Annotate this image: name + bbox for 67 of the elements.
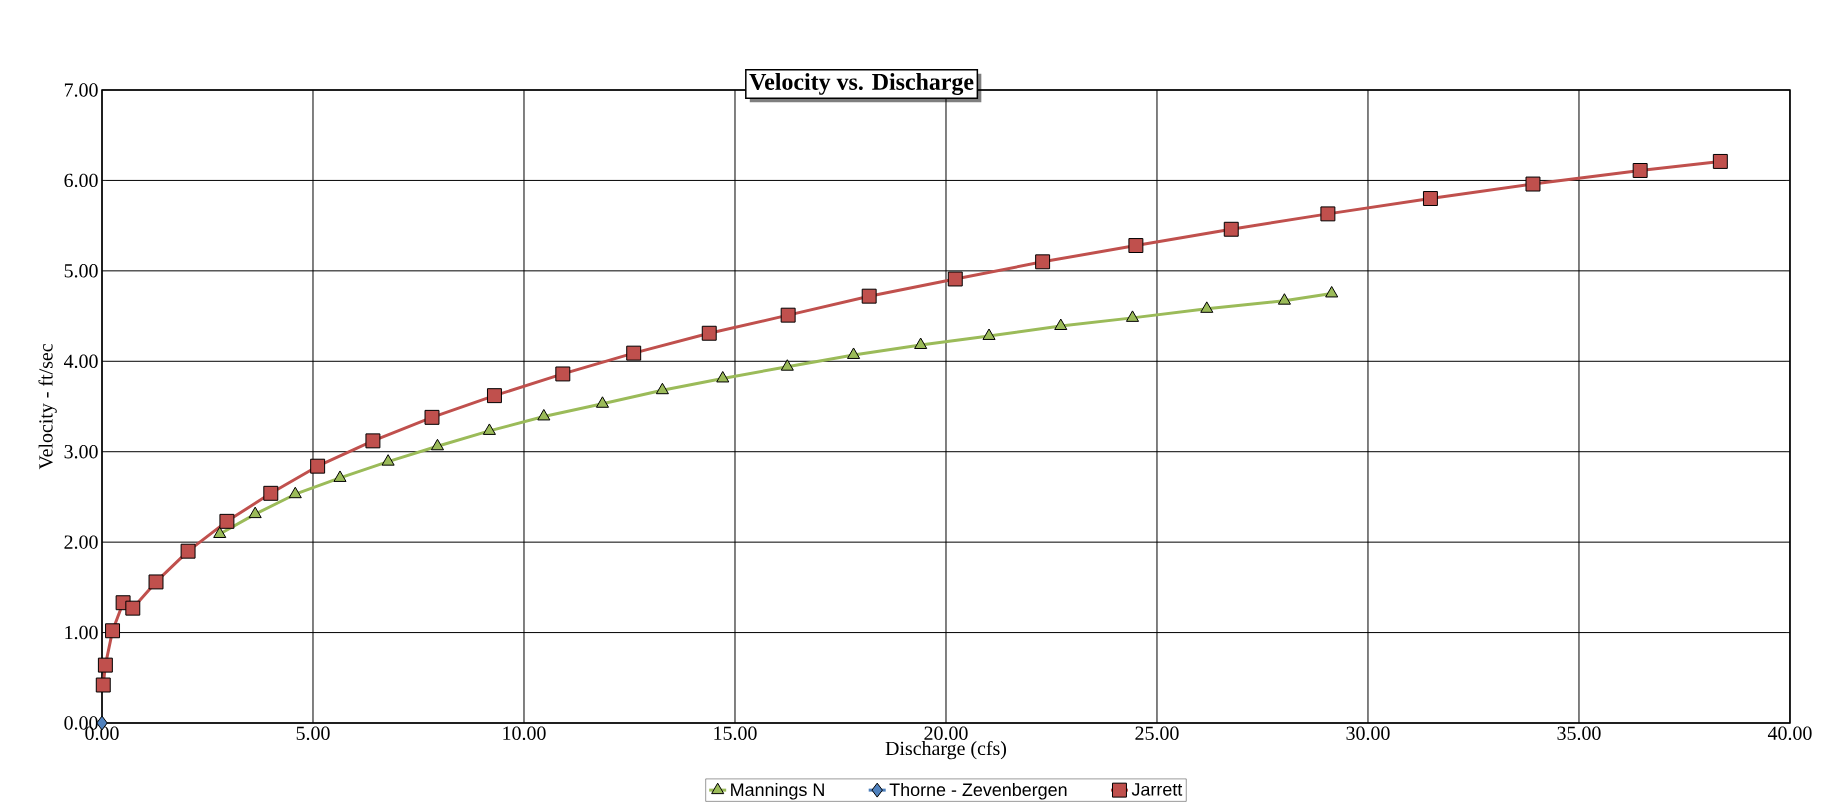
point: [333, 470, 347, 482]
x-tick-label: 25.00: [1135, 726, 1179, 741]
point: [288, 486, 302, 499]
point: [861, 288, 877, 304]
point: [1223, 221, 1239, 237]
point: [1525, 176, 1541, 192]
x-tick-label: 5.00: [296, 726, 330, 741]
point: [424, 409, 440, 425]
point: [365, 433, 381, 449]
point: [95, 677, 111, 693]
x-tick-label: 20.00: [924, 726, 968, 741]
point: [1712, 153, 1728, 169]
point: [655, 382, 669, 395]
x-tick-label: 35.00: [1557, 726, 1601, 741]
point: [1325, 285, 1339, 298]
y-tick-label: 1.00: [65, 625, 98, 640]
legend-label: Thorne - Zevenbergen: [889, 782, 1067, 800]
point: [780, 359, 794, 371]
legend-label: Mannings N: [731, 782, 824, 800]
x-tick-label: 15.00: [714, 726, 757, 741]
point: [381, 454, 395, 466]
chart-title: Velocity vs. Discharge: [749, 73, 974, 95]
point: [263, 485, 279, 501]
point: [97, 657, 113, 673]
y-tick-label: 7.00: [64, 83, 98, 97]
y-tick-label: 3.00: [64, 444, 98, 459]
point: [595, 396, 610, 408]
point: [701, 325, 717, 341]
point: [105, 623, 121, 639]
point: [219, 513, 235, 529]
point: [430, 438, 445, 451]
point: [1035, 254, 1051, 270]
point: [1422, 191, 1438, 206]
point: [213, 526, 227, 538]
x-tick-label: 40.00: [1767, 726, 1812, 741]
point: [310, 458, 326, 474]
point: [982, 328, 996, 340]
point: [486, 388, 502, 404]
point: [1125, 310, 1140, 322]
point: [537, 408, 551, 421]
point: [914, 337, 928, 349]
point: [125, 600, 141, 616]
point: [1054, 318, 1068, 330]
x-tick-label: 10.00: [503, 726, 546, 741]
point: [716, 370, 730, 383]
point: [947, 271, 963, 287]
point: [1320, 206, 1336, 222]
point: [1128, 238, 1144, 254]
legend-label: Jarrett: [1131, 783, 1183, 796]
point: [780, 307, 796, 323]
y-tick-label: 2.00: [64, 535, 98, 549]
point: [1200, 301, 1214, 313]
x-axis-title: Discharge (cfs): [885, 740, 1007, 760]
point: [1277, 293, 1291, 305]
y-tick-label: 5.00: [64, 264, 98, 278]
point: [1632, 163, 1648, 178]
point: [847, 347, 861, 359]
point: [626, 345, 642, 361]
point: [180, 543, 196, 559]
y-tick-label: 4.00: [64, 354, 98, 369]
point: [482, 423, 496, 435]
x-tick-label: 30.00: [1346, 726, 1390, 741]
point: [148, 574, 164, 590]
point: [555, 366, 571, 382]
y-axis-title: Velocity - ft/sec: [38, 344, 57, 470]
y-tick-label: 6.00: [64, 173, 98, 188]
point: [248, 506, 262, 519]
